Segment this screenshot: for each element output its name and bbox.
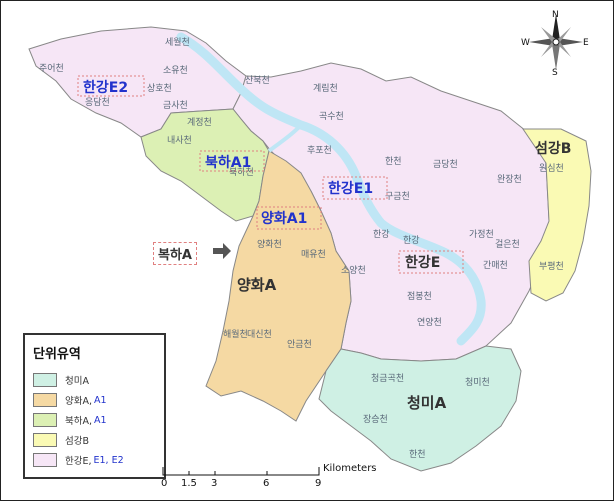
legend-swatch bbox=[33, 453, 57, 467]
scale-tick: 0 bbox=[161, 478, 167, 489]
compass-e: E bbox=[583, 38, 589, 48]
stream-label: 주어천 bbox=[39, 63, 64, 74]
legend-title: 단위유역 bbox=[33, 343, 81, 362]
stream-label: 부평천 bbox=[539, 261, 564, 272]
stream-label: 한천 bbox=[409, 449, 426, 460]
stream-label: 계정천 bbox=[187, 116, 212, 128]
pointer-arrow-icon bbox=[213, 243, 231, 259]
scale-tick: 6 bbox=[263, 478, 269, 489]
unit-label-hangang-e1: 한강E1 bbox=[328, 180, 373, 197]
legend-label: 청미A bbox=[65, 373, 89, 387]
legend-label-extra: E1, E2 bbox=[94, 455, 124, 466]
stream-label: 한강 bbox=[373, 229, 390, 240]
compass-icon: N S E W bbox=[521, 9, 591, 75]
stream-label: 계림천 bbox=[313, 82, 338, 94]
stream-label: 한강 bbox=[403, 235, 420, 246]
unit-label-hangang-e2: 한강E2 bbox=[83, 79, 128, 96]
stream-label: 연양천 bbox=[417, 317, 442, 328]
callout-bukha-a: 복하A bbox=[153, 242, 197, 265]
stream-label: 금사천 bbox=[163, 100, 188, 111]
stream-label: 해월천 bbox=[223, 328, 248, 340]
stream-label: 내사천 bbox=[167, 135, 192, 146]
stream-label: 후포천 bbox=[307, 145, 332, 156]
stream-label: 완장천 bbox=[497, 174, 522, 185]
scale-unit: Kilometers bbox=[323, 463, 377, 474]
stream-label: 곡수천 bbox=[319, 111, 344, 122]
legend-swatch bbox=[33, 413, 57, 427]
legend-label-extra: A1 bbox=[94, 395, 107, 406]
legend-swatch bbox=[33, 393, 57, 407]
stream-label: 가정천 bbox=[469, 229, 494, 240]
stream-label: 장승천 bbox=[363, 414, 388, 425]
scale-bar: 0 1.5 3 6 9 Kilometers bbox=[161, 463, 361, 499]
unit-label-hangang-e: 한강E bbox=[405, 254, 440, 271]
legend-item: 한강E, E1, E2 bbox=[33, 453, 124, 467]
legend-label-extra: A1 bbox=[94, 415, 107, 426]
unit-label-yanghwa-a1: 양화A1 bbox=[261, 211, 307, 227]
unit-label-bukha-a1: 북하A1 bbox=[205, 154, 251, 171]
stream-label: 한천 bbox=[385, 156, 402, 167]
unit-label-yanghwa-a: 양화A bbox=[237, 276, 277, 294]
stream-label: 간매천 bbox=[483, 260, 508, 271]
legend: 단위유역 청미A 양화A, A1 북하A, A1 섬강B 한강E, E1, E2 bbox=[23, 333, 166, 479]
legend-label: 섬강B bbox=[65, 433, 89, 447]
legend-label: 양화A, bbox=[65, 393, 92, 407]
stream-label: 소유천 bbox=[163, 65, 188, 76]
legend-item: 섬강B bbox=[33, 433, 89, 447]
stream-label: 양화천 bbox=[257, 239, 282, 250]
compass-n: N bbox=[552, 10, 559, 20]
legend-label: 한강E, bbox=[65, 453, 92, 467]
legend-swatch bbox=[33, 373, 57, 387]
stream-label: 응담천 bbox=[85, 96, 110, 108]
scale-tick: 3 bbox=[211, 478, 217, 489]
compass-w: W bbox=[521, 38, 530, 48]
stream-label: 대신천 bbox=[247, 329, 272, 340]
stream-label: 점봉천 bbox=[407, 290, 432, 302]
stream-label: 청미천 bbox=[465, 377, 490, 388]
unit-label-cheongmi-a: 청미A bbox=[407, 394, 447, 412]
stream-label: 소양천 bbox=[341, 265, 366, 276]
compass-s: S bbox=[552, 68, 558, 75]
stream-label: 원심천 bbox=[539, 163, 564, 174]
legend-item: 양화A, A1 bbox=[33, 393, 107, 407]
stream-label: 산북천 bbox=[245, 75, 270, 86]
legend-item: 청미A bbox=[33, 373, 89, 387]
stream-label: 걸은천 bbox=[495, 239, 520, 250]
scale-tick: 9 bbox=[315, 478, 321, 489]
stream-label: 안금천 bbox=[287, 339, 312, 350]
stream-label: 세월천 bbox=[165, 36, 190, 48]
stream-label: 상호천 bbox=[147, 83, 172, 94]
unit-label-seomgang-b: 섬강B bbox=[535, 140, 571, 157]
stream-label: 구금천 bbox=[385, 191, 410, 202]
legend-swatch bbox=[33, 433, 57, 447]
scale-tick: 1.5 bbox=[181, 478, 197, 489]
stream-label: 청금곡천 bbox=[371, 373, 404, 384]
legend-label: 북하A, bbox=[65, 413, 92, 427]
stream-label: 금당천 bbox=[433, 159, 458, 170]
legend-item: 북하A, A1 bbox=[33, 413, 107, 427]
stream-label: 매유천 bbox=[301, 249, 326, 260]
